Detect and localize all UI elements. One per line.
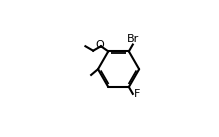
Text: O: O <box>95 40 104 50</box>
Text: Br: Br <box>127 34 139 44</box>
Text: F: F <box>134 89 140 99</box>
